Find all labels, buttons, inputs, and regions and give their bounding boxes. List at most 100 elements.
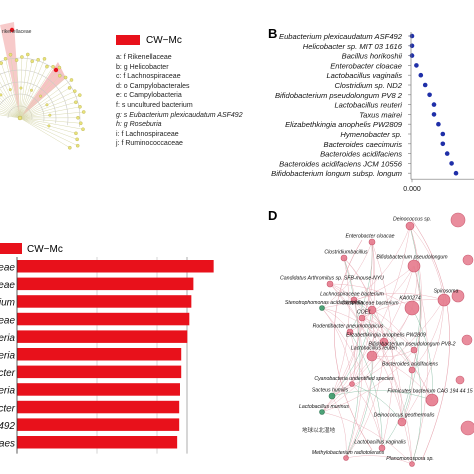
clade-node [68, 145, 72, 150]
network-node [450, 212, 466, 228]
network-edge [349, 331, 356, 385]
network-edge [329, 283, 373, 357]
clade-node [19, 86, 23, 90]
clade-branch [19, 117, 81, 124]
clade-branch [19, 66, 54, 119]
clade-node [0, 93, 3, 97]
network-edge [361, 265, 415, 319]
network-edge [409, 225, 445, 301]
network-node [340, 254, 348, 262]
network-node [343, 455, 349, 461]
network-edge [331, 299, 445, 397]
panel-b: B Eubacterium plexicaudatum ASF492 Helico… [262, 0, 474, 200]
panel-c: CW−Mc aceae aceae idium iaceae bacteria teria a… [0, 200, 262, 474]
taxon-label: Clostridium sp. ND2 [334, 81, 402, 90]
network-edge [381, 369, 413, 449]
network-edge [351, 383, 403, 423]
taxon-label: Eubacterium plexicaudatum ASF492 [279, 32, 403, 41]
clade-node [78, 93, 82, 97]
network-edge [321, 317, 363, 413]
node-label: Rodentibacter pneumotropicus [313, 324, 384, 330]
network-edge [411, 219, 450, 461]
network-edge [371, 355, 433, 401]
node-label: Cyanobacteria undentified species [314, 376, 394, 382]
network-node [367, 305, 377, 315]
node-label: Candidatus Arthromitus sp. SFB-mouse-NYU [280, 276, 384, 282]
network-graph: Deinococcus sp. Enterobacter cloacae Clost… [280, 212, 474, 467]
clade-node-enriched [9, 27, 15, 33]
clade-branch [19, 117, 70, 148]
network-node [407, 259, 421, 273]
network-edge [329, 283, 413, 465]
node-label: Clostridiumbacillus [324, 250, 368, 256]
network-node [378, 444, 386, 452]
network-edge [371, 309, 403, 423]
dot-point [414, 63, 419, 68]
network-edge [349, 331, 383, 449]
bar-label: acter [0, 403, 16, 414]
dot-point [440, 131, 446, 137]
clade-node [45, 64, 49, 69]
clade-node [45, 103, 49, 107]
legend-a-title-row: CW−Mc [116, 33, 262, 47]
legend-a-swatch [116, 35, 140, 45]
network-edge [401, 299, 445, 423]
bar-label: bacteria [0, 333, 15, 344]
clade-node [36, 58, 40, 62]
legend-a: CW−Mc a: f Rikenellaceae b: g Helicobacte… [116, 33, 262, 149]
node-label: Sacteus humilis [312, 388, 349, 394]
clade-branch [0, 106, 21, 119]
clade-ring [0, 81, 57, 124]
clade-node [69, 78, 74, 82]
bar [17, 277, 194, 291]
clade-branch [0, 110, 21, 119]
node-label: Lactobacillus reuteri [351, 346, 398, 352]
network-edge [353, 293, 445, 301]
clade-branch [19, 58, 45, 119]
bar-label: idaes [0, 439, 15, 450]
node-label: Bifidobacterium pseudolongum PV8-2 [368, 342, 455, 348]
network-node [461, 334, 473, 346]
bar-label: cteria [0, 386, 15, 397]
network-edge [361, 317, 433, 401]
bar [17, 400, 180, 414]
clade-branch [19, 79, 72, 119]
clade-ring [0, 57, 81, 128]
network-edge [343, 257, 385, 343]
network-node [379, 337, 389, 347]
node-label: Lactobacillus murinus [299, 404, 349, 410]
network-edge [353, 225, 411, 301]
panel-b-label: B [268, 26, 278, 41]
clade-node [75, 137, 79, 142]
taxon-label: Hymenobacter sp. [340, 130, 402, 139]
clade-branch [0, 114, 21, 119]
panel-d: D Deinococcus sp. Enterobacter cloacae Clo… [262, 200, 474, 474]
clade-node [42, 57, 47, 61]
bar-label: 492 [0, 421, 15, 432]
network-node [368, 238, 376, 246]
network-edge [411, 265, 429, 465]
node-label: Methylobacterium radiotolerans [312, 450, 385, 456]
clade-node [8, 52, 13, 57]
bar-label: aceae [0, 263, 15, 274]
network-node [346, 328, 354, 336]
clade-node [3, 56, 8, 61]
network-edge [361, 317, 415, 351]
clade-root [17, 115, 23, 121]
clade-node [76, 116, 80, 120]
network-node [455, 375, 465, 385]
clade-branch [19, 102, 76, 119]
legend-a-item: b: g Helicobacter [116, 63, 169, 71]
clade-node [79, 121, 83, 126]
clade-branch [16, 60, 21, 119]
dot-point [427, 92, 432, 98]
network-edge [331, 309, 373, 397]
bar-label: aceae [0, 280, 15, 291]
clade-branch [19, 54, 29, 119]
dot-point [422, 82, 428, 88]
clade-node [51, 65, 55, 69]
network-node [404, 300, 420, 316]
taxon-label: Bifidobacterium pseudolongum PV8 2 [275, 91, 403, 100]
bar [17, 383, 180, 396]
bar [17, 436, 178, 449]
